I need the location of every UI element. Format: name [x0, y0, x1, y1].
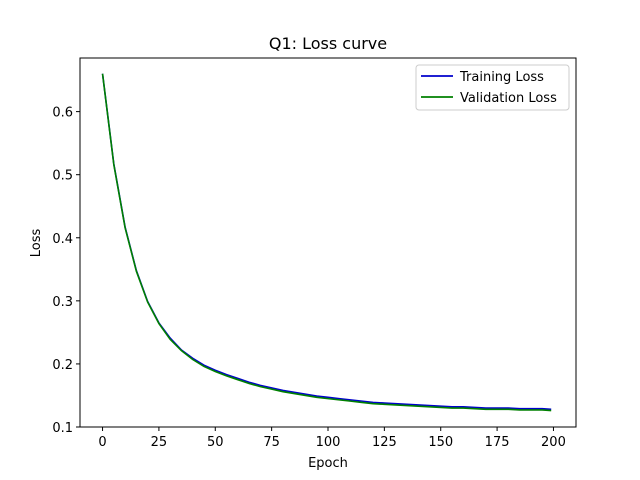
y-tick-label: 0.4 — [52, 232, 73, 247]
y-tick-label: 0.6 — [52, 106, 73, 121]
legend-box — [415, 64, 570, 111]
series-line-training-loss — [101, 73, 552, 411]
y-tick-label: 0.3 — [52, 295, 73, 310]
y-tick-label: 0.5 — [52, 169, 73, 184]
series-line-validation-loss — [101, 73, 552, 412]
x-tick-label: 150 — [428, 435, 453, 450]
x-tick-label: 25 — [151, 435, 168, 450]
x-axis-label: Epoch — [308, 456, 348, 471]
y-axis-label: Loss — [29, 229, 44, 258]
x-tick-label: 200 — [541, 435, 566, 450]
axes-frame — [79, 57, 577, 428]
x-axis-ticks: 0 25 50 75 100 125 150 175 200 — [98, 427, 566, 450]
y-tick-label: 0.1 — [52, 421, 73, 436]
x-tick-label: 50 — [207, 435, 224, 450]
legend-label: Validation Loss — [460, 91, 557, 106]
x-tick-label: 75 — [263, 435, 280, 450]
legend: Training Loss Validation Loss — [415, 64, 570, 111]
legend-label: Training Loss — [459, 70, 544, 85]
plot-area — [101, 73, 552, 412]
y-axis-ticks: 0.1 0.2 0.3 0.4 0.5 0.6 — [52, 106, 80, 436]
x-tick-label: 0 — [98, 435, 106, 450]
chart-title: Q1: Loss curve — [269, 34, 387, 53]
x-tick-label: 175 — [485, 435, 510, 450]
x-tick-label: 125 — [372, 435, 397, 450]
y-tick-label: 0.2 — [52, 358, 73, 373]
x-tick-label: 100 — [316, 435, 341, 450]
